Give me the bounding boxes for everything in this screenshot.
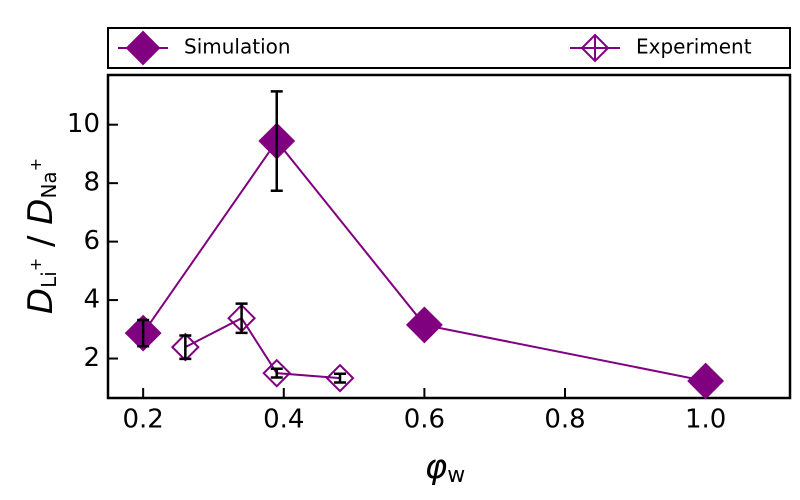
error-bar xyxy=(270,90,283,193)
y-tick-label: 2 xyxy=(83,343,100,373)
plot-frame xyxy=(106,73,792,400)
y-label-part: + xyxy=(26,158,45,171)
legend-marker xyxy=(125,30,161,66)
x-tick-label: 1.0 xyxy=(685,405,726,435)
y-tick-label: 4 xyxy=(83,285,100,315)
x-tick-label: 0.4 xyxy=(263,405,304,435)
marker xyxy=(687,362,725,400)
x-label-symbol: φ xyxy=(425,447,448,487)
y-label-part: / xyxy=(21,225,61,258)
y-label-part: Li xyxy=(37,271,61,288)
series-line xyxy=(142,139,706,383)
y-tick-label: 6 xyxy=(83,226,100,256)
x-tick-label: 0.2 xyxy=(122,405,163,435)
y-axis-label: DLi+ / DNa+ xyxy=(21,158,61,314)
legend-label: Simulation xyxy=(184,35,291,59)
x-tick-label: 0.6 xyxy=(404,405,445,435)
x-label-subscript: w xyxy=(447,463,465,488)
legend-box xyxy=(107,27,791,69)
error-bar xyxy=(334,372,347,384)
error-bar xyxy=(137,318,150,348)
y-tick-label: 8 xyxy=(83,168,100,198)
x-axis-label: φw xyxy=(425,447,465,489)
legend-marker xyxy=(580,33,610,63)
series-line xyxy=(184,316,341,380)
legend-label: Experiment xyxy=(636,35,752,59)
error-bar xyxy=(270,367,283,379)
marker xyxy=(262,358,292,388)
y-label-part: Na xyxy=(37,171,61,198)
y-label-part: D xyxy=(21,199,61,225)
marker xyxy=(405,306,443,344)
y-label-part: D xyxy=(21,288,61,314)
y-label-part: + xyxy=(26,258,45,271)
error-bar xyxy=(235,302,248,335)
x-tick-label: 0.8 xyxy=(544,405,585,435)
error-bar xyxy=(179,334,192,361)
marker xyxy=(170,332,200,362)
y-tick-label: 10 xyxy=(67,109,100,139)
marker xyxy=(325,363,355,393)
